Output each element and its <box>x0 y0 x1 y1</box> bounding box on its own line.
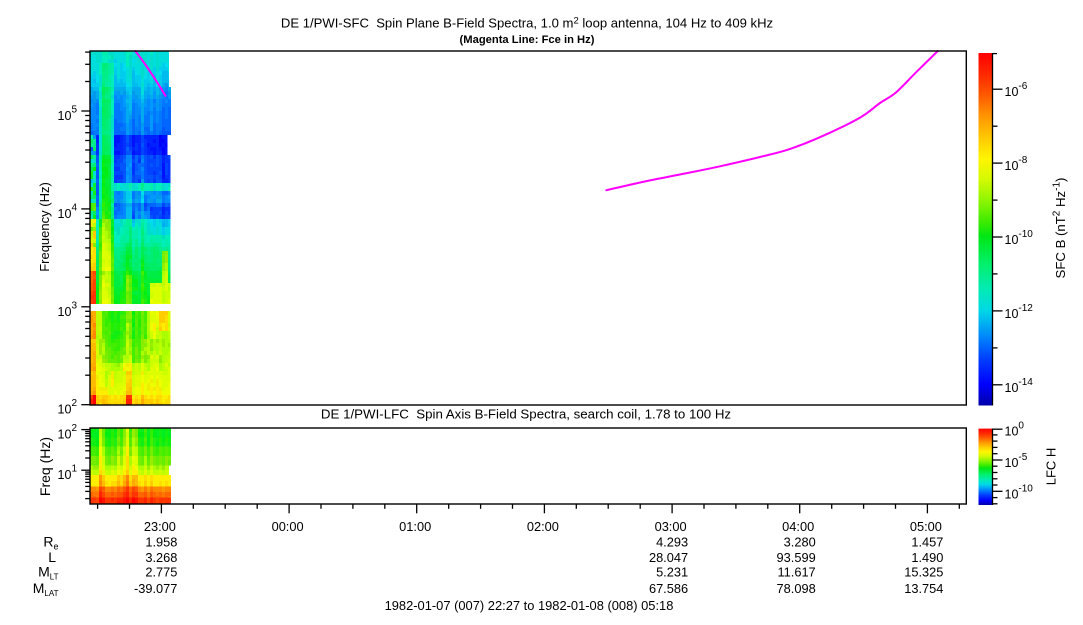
svg-text:Frequency (Hz): Frequency (Hz) <box>37 182 52 272</box>
svg-text:05:00: 05:00 <box>910 519 942 534</box>
svg-text:1.457: 1.457 <box>911 535 943 550</box>
svg-text:LFC H: LFC H <box>1044 448 1059 486</box>
svg-text:DE 1/PWI-LFC Spin Axis B-Fiel: DE 1/PWI-LFC Spin Axis B-Field Spectra, … <box>321 407 731 422</box>
svg-text:DE 1/PWI-SFC Spin Plane B-Fie: DE 1/PWI-SFC Spin Plane B-Field Spectra,… <box>281 16 773 31</box>
svg-text:1982-01-07 (007) 22:27 to 1982: 1982-01-07 (007) 22:27 to 1982-01-08 (00… <box>385 598 674 613</box>
svg-text:1.958: 1.958 <box>145 535 177 550</box>
svg-text:03:00: 03:00 <box>655 519 687 534</box>
svg-text:3.280: 3.280 <box>784 535 816 550</box>
svg-text:3.268: 3.268 <box>145 550 177 565</box>
svg-text:78.098: 78.098 <box>777 581 816 596</box>
svg-text:23:00: 23:00 <box>144 519 176 534</box>
svg-text:28.047: 28.047 <box>649 550 688 565</box>
svg-text:(Magenta Line: Fce in Hz): (Magenta Line: Fce in Hz) <box>460 34 595 46</box>
svg-text:13.754: 13.754 <box>904 581 943 596</box>
svg-text:2.775: 2.775 <box>145 565 177 580</box>
svg-text:02:00: 02:00 <box>527 519 559 534</box>
svg-text:-39.077: -39.077 <box>134 581 177 596</box>
svg-text:L: L <box>48 549 56 565</box>
svg-text:67.586: 67.586 <box>649 581 688 596</box>
svg-text:15.325: 15.325 <box>904 565 943 580</box>
svg-text:01:00: 01:00 <box>399 519 431 534</box>
svg-text:1.490: 1.490 <box>911 550 943 565</box>
svg-text:Freq (Hz): Freq (Hz) <box>37 437 53 496</box>
svg-text:SFC B (nT2 Hz-1): SFC B (nT2 Hz-1) <box>1052 178 1069 279</box>
svg-text:4.293: 4.293 <box>656 535 688 550</box>
svg-text:00:00: 00:00 <box>272 519 304 534</box>
svg-text:93.599: 93.599 <box>777 550 816 565</box>
svg-text:5.231: 5.231 <box>656 565 688 580</box>
svg-text:04:00: 04:00 <box>782 519 814 534</box>
svg-text:11.617: 11.617 <box>777 565 815 580</box>
